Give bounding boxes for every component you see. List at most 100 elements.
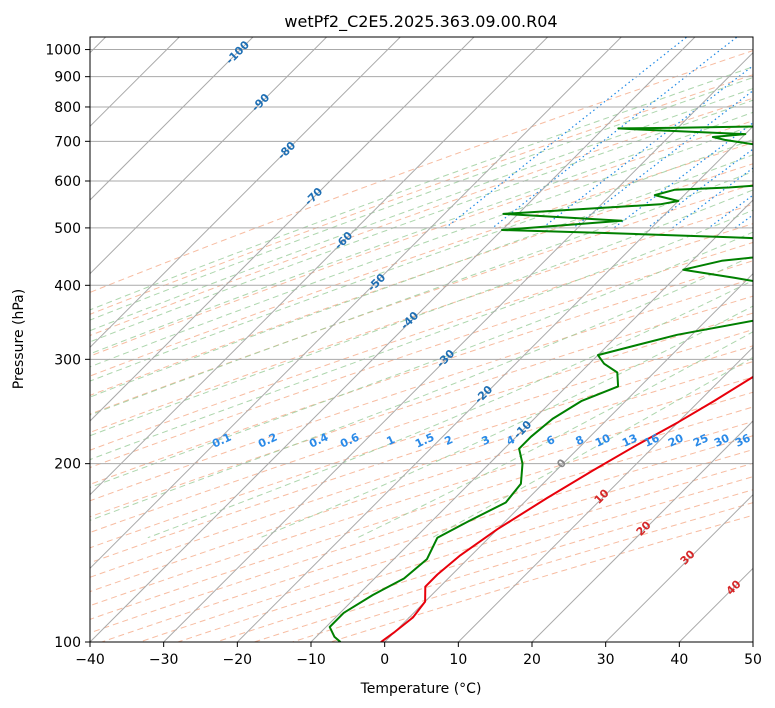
y-tick-label: 100 (54, 635, 81, 651)
mixing-ratio-label: 2 (443, 433, 455, 448)
isotherm-line (90, 37, 549, 496)
x-tick-label: 30 (597, 652, 615, 668)
series-lines (328, 125, 753, 642)
mixing-ratio-label: 20 (666, 431, 686, 449)
mixing-ratio-label: 30 (712, 431, 732, 449)
y-tick-label: 400 (54, 278, 81, 294)
isotherm-label: -20 (472, 383, 495, 406)
moist-adiabat (90, 76, 753, 321)
dry-adiabat (90, 278, 753, 502)
dry-adiabat (252, 489, 753, 642)
background-lines (90, 37, 753, 642)
mixing-ratio-line (647, 148, 753, 229)
isotherm-line (90, 37, 181, 128)
x-tick-label: 10 (449, 652, 467, 668)
isotherm-line (531, 420, 753, 642)
mixing-ratio-label: 10 (593, 431, 613, 449)
mixing-ratio-line (572, 89, 753, 229)
moist-adiabat (90, 154, 753, 398)
y-tick-label: 600 (54, 174, 81, 190)
moist-adiabat (90, 209, 753, 461)
isotherm-line (90, 37, 623, 570)
mixing-ratio-label: 8 (574, 433, 586, 448)
x-axis: −40 −30 −20 −10 0 10 20 30 40 50 (75, 642, 762, 668)
chart-title: wetPf2_C2E5.2025.363.09.00.R04 (284, 12, 557, 32)
isotherm-line (90, 37, 328, 275)
x-tick-label: −20 (223, 652, 253, 668)
mixing-ratio-label: 36 (733, 431, 753, 449)
temperature-line (380, 375, 753, 642)
x-tick-label: −10 (296, 652, 326, 668)
x-axis-label: Temperature (°C) (360, 681, 482, 697)
y-tick-label: 900 (54, 70, 81, 86)
dry-adiabat (90, 420, 753, 634)
moist-adiabat (90, 231, 753, 489)
dry-adiabat (90, 391, 753, 607)
moist-adiabat (90, 88, 753, 332)
dry-adiabat (90, 223, 753, 451)
isotherm-label: 20 (634, 518, 654, 538)
dry-adiabat (214, 476, 753, 642)
y-tick-label: 200 (54, 457, 81, 473)
dry-adiabat (90, 241, 753, 469)
isotherm-line (236, 125, 753, 642)
x-tick-label: −30 (149, 652, 179, 668)
isotherm-label: -40 (398, 309, 421, 332)
isotherm-label: -50 (365, 271, 388, 294)
moist-adiabat (90, 138, 753, 382)
y-tick-label: 300 (54, 352, 81, 368)
isotherm-label: 10 (592, 486, 612, 506)
dry-adiabat (90, 260, 753, 485)
mixing-ratio-label: 6 (545, 433, 558, 448)
dewpoint-line (328, 125, 753, 642)
x-tick-label: 0 (380, 652, 389, 668)
y-tick-label: 1000 (45, 43, 81, 59)
dry-adiabat (90, 120, 753, 357)
x-tick-label: 50 (744, 652, 762, 668)
y-tick-label: 800 (54, 100, 81, 116)
moist-adiabat (90, 99, 753, 343)
isotherm-line (90, 37, 696, 642)
y-tick-label: 700 (54, 134, 81, 150)
mixing-ratio-label: 1.5 (413, 431, 436, 451)
mixing-ratio-label: 0.2 (256, 431, 279, 451)
isotherm-line (310, 199, 753, 642)
x-tick-label: 20 (523, 652, 541, 668)
dry-adiabat (290, 502, 753, 642)
isotherm-line (752, 641, 753, 642)
y-axis-label: Pressure (hPa) (11, 289, 27, 389)
moist-adiabat (90, 171, 753, 416)
dry-adiabat (90, 376, 753, 593)
moist-adiabat (90, 255, 753, 521)
isotherm-line (457, 346, 753, 642)
isotherm-line (90, 37, 254, 201)
grid-lines (90, 37, 753, 642)
dry-adiabat (176, 462, 753, 642)
dry-adiabat (90, 97, 753, 337)
x-tick-label: −40 (75, 652, 105, 668)
dry-adiabat (90, 406, 753, 620)
moist-adiabat (90, 66, 753, 311)
plot-frame (89, 36, 754, 643)
isotherm-line (162, 51, 753, 642)
moist-adiabat (90, 189, 753, 437)
moist-adiabat (431, 356, 753, 539)
isotherm-line (604, 493, 753, 642)
moist-adiabat (147, 279, 753, 539)
mixing-ratio-label: 25 (691, 431, 710, 449)
x-tick-label: 40 (670, 652, 688, 668)
dry-adiabat (90, 203, 753, 433)
isotherm-label: 30 (678, 547, 698, 567)
isotherm-line (90, 37, 402, 349)
isotherm-line (90, 37, 475, 422)
mixing-ratio-line (734, 214, 753, 229)
y-tick-label: 500 (54, 221, 81, 237)
moist-adiabat (357, 331, 753, 539)
mixing-ratio-label: 0.1 (210, 431, 233, 451)
mixing-ratio-line (492, 37, 739, 229)
moist-adiabat (90, 124, 753, 368)
mixing-ratio-label: 13 (620, 431, 639, 449)
isotherm-line (383, 272, 753, 642)
moist-adiabat (90, 111, 753, 355)
